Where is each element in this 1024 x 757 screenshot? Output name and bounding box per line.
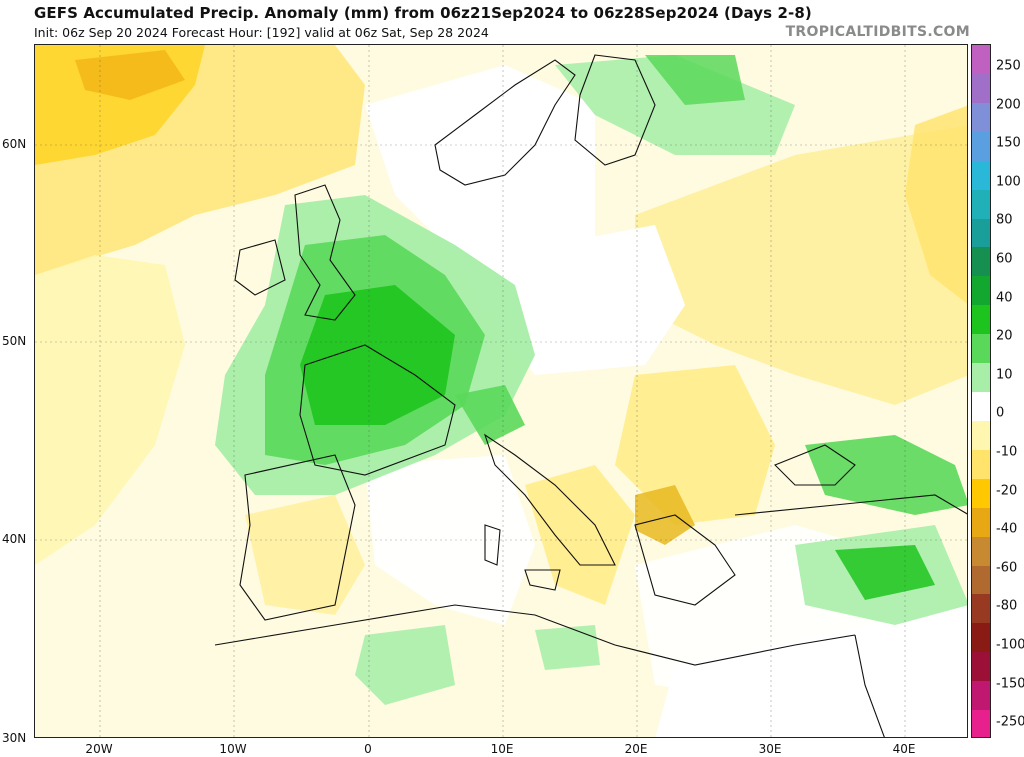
color-scale-swatch [972, 73, 990, 104]
color-scale-swatch [972, 276, 990, 306]
lon-label-20w: 20W [85, 742, 113, 756]
color-scale-swatch [972, 478, 990, 509]
color-scale-swatch [972, 102, 990, 133]
color-scale-label: -40 [996, 521, 1018, 537]
color-scale-label: 10 [996, 367, 1013, 383]
lon-label-0: 0 [364, 742, 372, 756]
color-scale-swatch [972, 449, 990, 480]
brand-watermark: TROPICALTIDBITS.COM [785, 24, 970, 40]
color-scale-label: 100 [996, 174, 1021, 190]
color-scale-swatch [972, 363, 990, 393]
color-scale-swatch [972, 131, 990, 162]
color-scale-label: -80 [996, 598, 1018, 614]
color-scale-swatch [972, 334, 990, 364]
precip-anomaly-map [34, 44, 968, 738]
color-scale-label: 200 [996, 97, 1021, 113]
color-scale-label: 150 [996, 135, 1021, 151]
lat-label-50n: 50N [2, 334, 27, 348]
color-scale-label: 60 [996, 251, 1013, 267]
lat-label-40n: 40N [2, 532, 27, 546]
color-scale-label: -60 [996, 560, 1018, 576]
map-subtitle: Init: 06z Sep 20 2024 Forecast Hour: [19… [34, 25, 489, 40]
color-scale-swatch [972, 218, 990, 248]
lon-label-40e: 40E [892, 742, 916, 756]
map-title: GEFS Accumulated Precip. Anomaly (mm) fr… [34, 4, 812, 22]
graticule-layer [35, 45, 967, 737]
color-scale-label: 80 [996, 212, 1013, 228]
lon-label-10w: 10W [219, 742, 247, 756]
lon-label-30e: 30E [758, 742, 782, 756]
lat-label-60n: 60N [2, 137, 27, 151]
map-canvas [35, 45, 967, 737]
color-scale-swatch [972, 681, 990, 711]
color-scale-label: 40 [996, 290, 1013, 306]
color-scale-swatch [972, 623, 990, 653]
color-scale-label: -250 [996, 714, 1024, 730]
lat-label-30n: 30N [2, 731, 27, 745]
color-scale-bar [971, 44, 991, 738]
color-scale-swatch [972, 594, 990, 624]
lon-label-10e: 10E [490, 742, 514, 756]
coastline-layer [214, 54, 967, 737]
color-scale-swatch [972, 507, 990, 538]
color-scale-label: -100 [996, 637, 1024, 653]
color-scale-label: 250 [996, 58, 1021, 74]
color-scale-swatch [972, 392, 990, 422]
color-scale-swatch [972, 189, 990, 219]
color-scale-label: -150 [996, 676, 1024, 692]
color-scale-swatch [972, 160, 990, 191]
dry-anomaly-layer [35, 45, 967, 615]
color-scale-label: 20 [996, 328, 1013, 344]
color-scale-label: 0 [996, 405, 1005, 421]
color-scale-swatch [972, 305, 990, 335]
color-scale-label: -20 [996, 483, 1018, 499]
color-scale-swatch [972, 45, 990, 75]
color-scale-swatch [972, 420, 990, 451]
color-scale-swatch [972, 652, 990, 682]
color-scale-swatch [972, 247, 990, 277]
wet-anomaly-layer [215, 55, 967, 705]
color-scale-swatch [972, 710, 990, 737]
color-scale-swatch [972, 565, 990, 595]
color-scale-swatch [972, 536, 990, 566]
lon-label-20e: 20E [624, 742, 648, 756]
color-scale-label: -10 [996, 444, 1018, 460]
